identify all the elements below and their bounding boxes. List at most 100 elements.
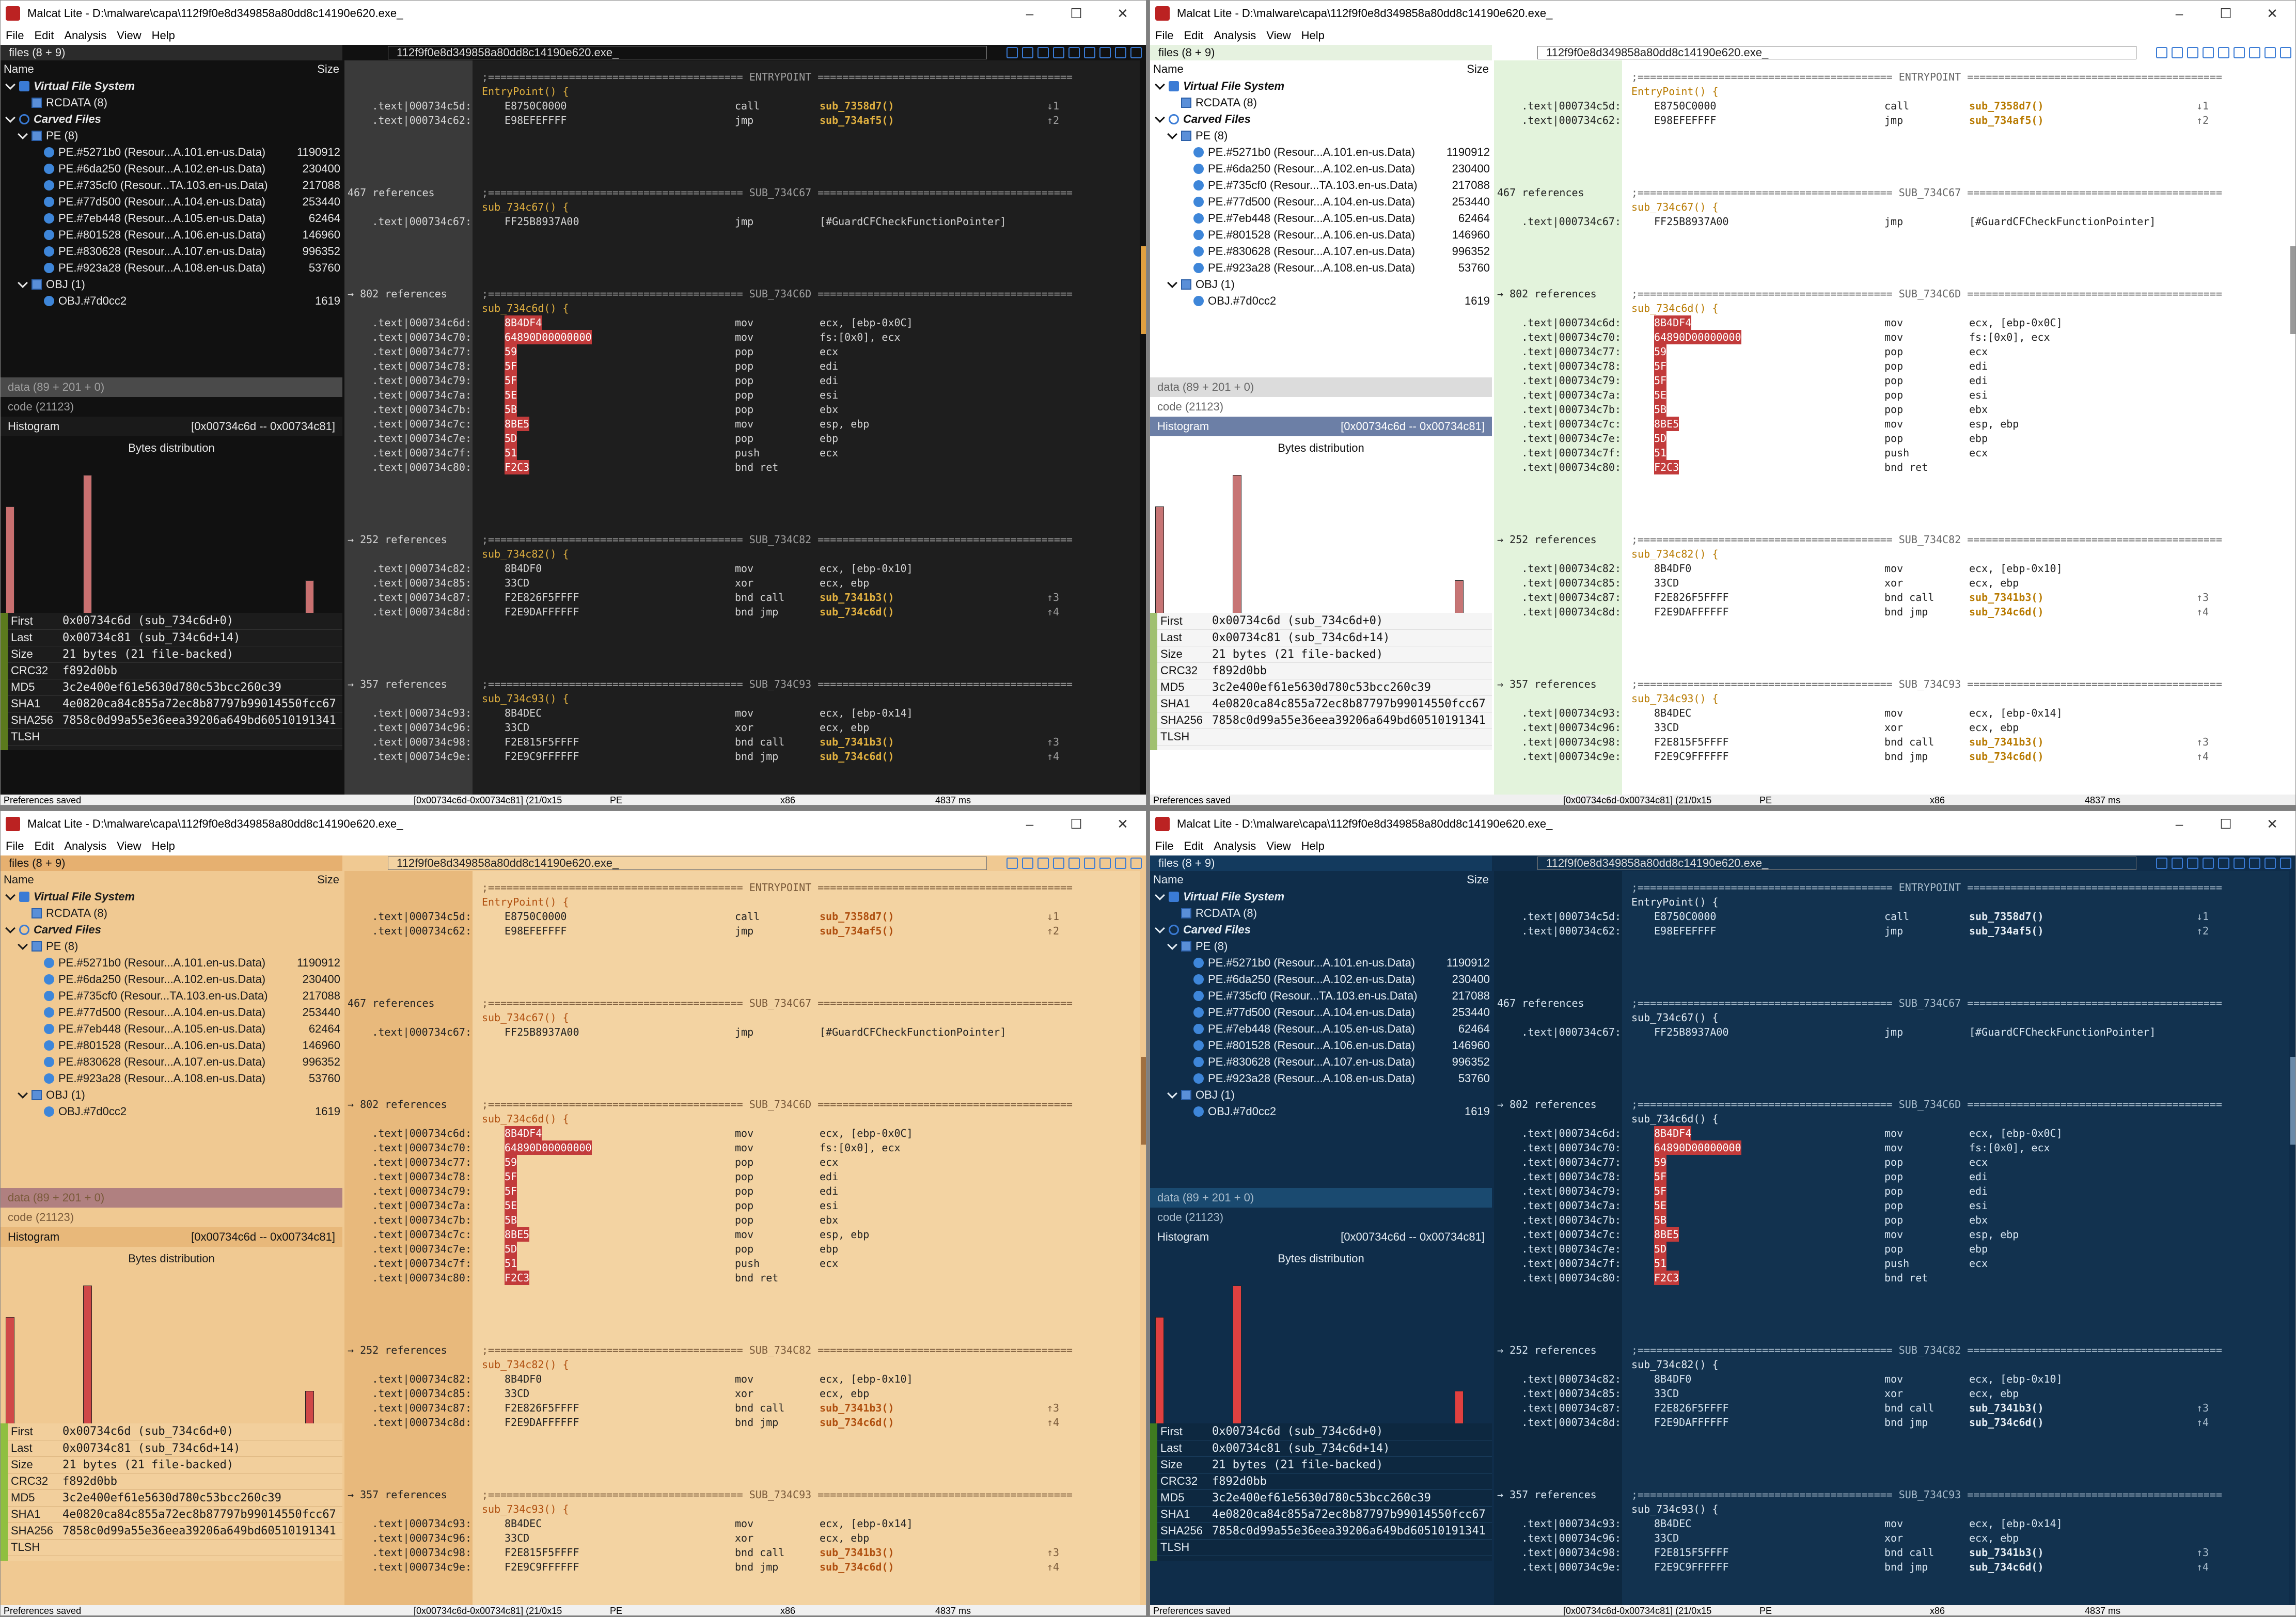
code-line[interactable]: .text|000734c62: E98EFEFFFF jmp sub_734af5(… [344, 924, 1140, 938]
tree-node[interactable]: PE.#77d500 (Resour...A.104.en-us.Data) 25… [1150, 1004, 1492, 1021]
instruction-address[interactable]: .text|000734c79: [1521, 1185, 1621, 1197]
minimize-button[interactable]: – [2175, 816, 2183, 832]
histogram-label[interactable]: Histogram [1157, 420, 1209, 433]
settings-icon[interactable] [1115, 858, 1126, 869]
instruction-operand[interactable]: ecx, ebp [820, 1532, 870, 1544]
tree-node[interactable]: PE.#77d500 (Resour...A.104.en-us.Data) 25… [1150, 194, 1492, 210]
instruction-address[interactable]: .text|000734c78: [372, 1170, 471, 1183]
scrollbar-thumb[interactable] [1141, 246, 1146, 334]
instruction-address[interactable]: .text|000734c82: [372, 562, 471, 575]
function-name[interactable]: EntryPoint() { [482, 896, 569, 908]
expand-chevron-icon[interactable] [1167, 1088, 1177, 1099]
tree-node[interactable]: PE (8) [1150, 128, 1492, 144]
code-line[interactable]: .text|000734c85: 33CD xor ecx, ebp [344, 576, 1140, 590]
column-name[interactable]: Name [4, 873, 34, 886]
code-line[interactable]: .text|000734c93: 8B4DEC mov ecx, [ebp-0x14] [344, 1516, 1140, 1531]
instruction-address[interactable]: .text|000734c77: [372, 1156, 471, 1168]
instruction-operand[interactable]: ecx [820, 447, 839, 459]
instruction-operand[interactable]: ecx, ebp [1969, 721, 2019, 734]
instruction-operand[interactable]: ecx, ebp [820, 721, 870, 734]
globe-icon[interactable] [1130, 47, 1142, 58]
instruction-operand[interactable]: esi [1969, 1199, 1988, 1212]
instruction-address[interactable]: .text|000734c80: [1521, 1272, 1621, 1284]
tree-node[interactable]: PE.#801528 (Resour...A.106.en-us.Data) 14… [1, 227, 342, 243]
code-line[interactable]: .text|000734c78: 5F pop edi [344, 1169, 1140, 1184]
instruction-operand[interactable]: sub_7341b3() [1969, 1546, 2044, 1559]
instruction-address[interactable]: .text|000734c8d: [372, 606, 471, 618]
instruction-operand[interactable]: ecx, [ebp-0x14] [820, 707, 913, 719]
code-line[interactable]: → 252 references ;=======================… [1494, 532, 2289, 547]
tree-node[interactable]: PE.#77d500 (Resour...A.104.en-us.Data) 25… [1, 194, 342, 210]
instruction-operand[interactable]: sub_734c6d() [820, 606, 894, 618]
column-size[interactable]: Size [317, 873, 339, 886]
code-line[interactable]: → 357 references ;=======================… [344, 1487, 1140, 1502]
code-line[interactable]: .text|000734c93: 8B4DEC mov ecx, [ebp-0x14] [1494, 706, 2289, 720]
code-line[interactable]: .text|000734c7b: 5B pop ebx [1494, 1213, 2289, 1227]
code-line[interactable]: .text|000734c70: 64890D00000000 mov fs:[0x0… [1494, 330, 2289, 344]
code-line[interactable]: ;=======================================… [344, 70, 1140, 84]
file-path-field[interactable]: 112f9f0e8d349858a80dd8c14190e620.exe_ [388, 46, 987, 59]
instruction-address[interactable]: .text|000734c7b: [372, 403, 471, 416]
instruction-address[interactable]: .text|000734c7c: [1521, 418, 1621, 430]
code-line[interactable]: sub_734c82() { [1494, 547, 2289, 561]
instruction-address[interactable]: .text|000734c85: [372, 1387, 471, 1400]
instruction-address[interactable]: .text|000734c8d: [1521, 1416, 1621, 1429]
menu-edit[interactable]: Edit [34, 839, 54, 852]
code-line[interactable]: sub_734c93() { [344, 691, 1140, 706]
references-count[interactable]: 467 references [1497, 997, 1584, 1009]
instruction-operand[interactable]: esp, ebp [1969, 418, 2019, 430]
status-arch[interactable]: x86 [1930, 795, 1945, 805]
expand-chevron-icon[interactable] [5, 113, 15, 123]
graph-view-icon[interactable] [2187, 858, 2198, 869]
files-tab[interactable]: files (8 + 9) [1150, 855, 1492, 871]
code-line[interactable]: .text|000734c85: 33CD xor ecx, ebp [1494, 1386, 2289, 1401]
references-count[interactable]: → 802 references [1497, 1098, 1597, 1111]
code-line[interactable]: .text|000734c9e: F2E9C9FFFFFF bnd jmp sub_7… [1494, 1560, 2289, 1574]
code-line[interactable]: sub_734c82() { [1494, 1357, 2289, 1372]
code-line[interactable]: → 252 references ;=======================… [1494, 1343, 2289, 1357]
segment-code[interactable]: code (21123) [1, 397, 342, 417]
instruction-address[interactable]: .text|000734c96: [372, 1532, 471, 1544]
instruction-operand[interactable]: esp, ebp [1969, 1228, 2019, 1241]
tree-node[interactable]: PE.#735cf0 (Resour...TA.103.en-us.Data) 2… [1150, 177, 1492, 194]
maximize-button[interactable]: ☐ [1070, 816, 1082, 832]
tag-icon[interactable] [2249, 858, 2260, 869]
instruction-operand[interactable]: sub_734af5() [820, 925, 894, 937]
tree-node[interactable]: PE.#830628 (Resour...A.107.en-us.Data) 99… [1150, 1054, 1492, 1070]
code-line[interactable]: 467 references ;=========================… [1494, 996, 2289, 1010]
code-line[interactable]: .text|000734c9e: F2E9C9FFFFFF bnd jmp sub_7… [1494, 749, 2289, 764]
function-name[interactable]: EntryPoint() { [1631, 85, 1719, 98]
instruction-operand[interactable]: ecx, [ebp-0x14] [1969, 1517, 2063, 1530]
file-path-field[interactable]: 112f9f0e8d349858a80dd8c14190e620.exe_ [388, 857, 987, 870]
code-line[interactable]: .text|000734c93: 8B4DEC mov ecx, [ebp-0x14] [1494, 1516, 2289, 1531]
menu-analysis[interactable]: Analysis [1214, 29, 1256, 42]
references-count[interactable]: → 357 references [348, 678, 447, 690]
tree-node[interactable]: Virtual File System [1150, 78, 1492, 94]
function-name[interactable]: sub_734c93() { [1631, 692, 1719, 705]
segment-code[interactable]: code (21123) [1150, 397, 1492, 417]
instruction-operand[interactable]: ecx, ebp [1969, 577, 2019, 589]
instruction-address[interactable]: .text|000734c79: [1521, 374, 1621, 387]
code-line[interactable]: sub_734c93() { [1494, 1502, 2289, 1516]
code-line[interactable]: .text|000734c77: 59 pop ecx [1494, 1155, 2289, 1169]
vertical-scrollbar[interactable] [1140, 871, 1146, 1605]
tree-node[interactable]: PE.#923a28 (Resour...A.108.en-us.Data) 53… [1, 260, 342, 276]
code-line[interactable]: sub_734c6d() { [344, 301, 1140, 315]
menu-file[interactable]: File [6, 839, 24, 852]
instruction-operand[interactable]: edi [1969, 360, 1988, 372]
function-name[interactable]: sub_734c6d() { [1631, 302, 1719, 314]
menu-help[interactable]: Help [151, 29, 175, 42]
instruction-address[interactable]: .text|000734c98: [1521, 1546, 1621, 1559]
code-line[interactable]: .text|000734c78: 5F pop edi [1494, 359, 2289, 373]
instruction-address[interactable]: .text|000734c70: [372, 1142, 471, 1154]
hex-view-icon[interactable] [1022, 858, 1033, 869]
instruction-address[interactable]: .text|000734c80: [1521, 461, 1621, 473]
code-line[interactable]: → 802 references ;=======================… [344, 1097, 1140, 1112]
segment-data[interactable]: data (89 + 201 + 0) [1150, 1188, 1492, 1208]
instruction-address[interactable]: .text|000734c5d: [1521, 910, 1621, 923]
menu-analysis[interactable]: Analysis [64, 839, 107, 852]
instruction-address[interactable]: .text|000734c67: [372, 215, 471, 228]
code-line[interactable]: .text|000734c9e: F2E9C9FFFFFF bnd jmp sub_7… [344, 749, 1140, 764]
instruction-address[interactable]: .text|000734c7b: [372, 1214, 471, 1226]
code-line[interactable]: .text|000734c70: 64890D00000000 mov fs:[0x0… [1494, 1140, 2289, 1155]
